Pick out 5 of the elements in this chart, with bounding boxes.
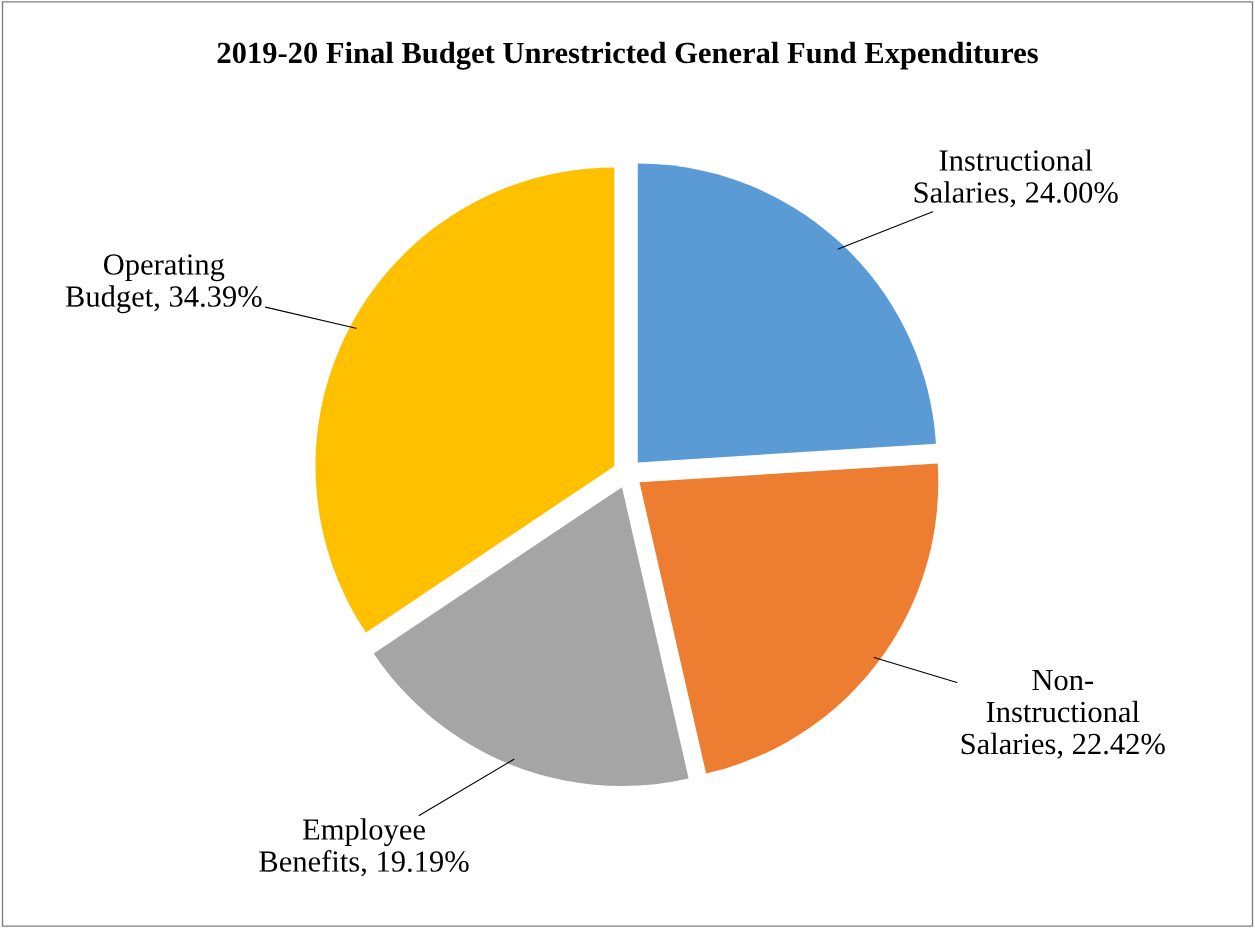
slice-label: Operating Budget, 34.39% [65,254,262,314]
chart-title: 2019-20 Final Budget Unrestricted General Fund Expenditures [217,41,1038,70]
slice-label: Instructional Salaries, 24.00% [914,149,1118,208]
slice-label: Employee Benefits, 19.19% [259,818,469,877]
slice-label: Non-Instructional Salaries, 22.42% [961,670,1165,759]
